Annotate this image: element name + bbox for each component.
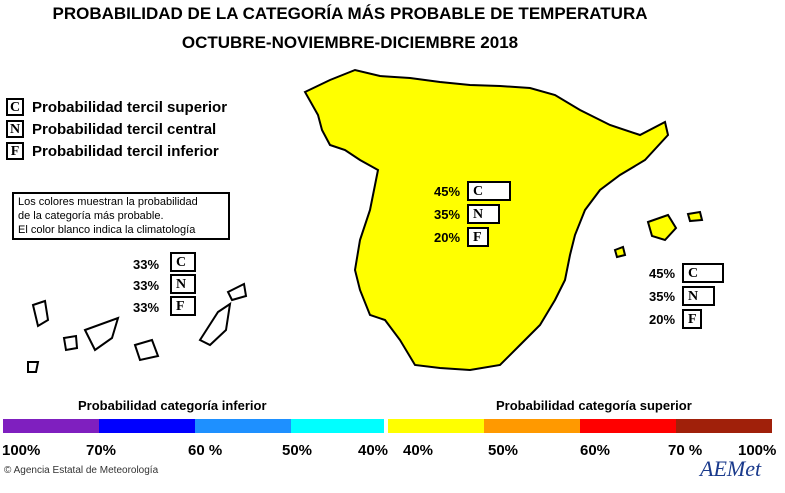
credit-text: Agencia Estatal de Meteorología xyxy=(13,465,159,476)
scale-tick: 50% xyxy=(282,442,313,459)
peninsula-c-box: C xyxy=(467,181,511,201)
scale-tick: 100% xyxy=(738,442,777,459)
scale-seg-superior-60 xyxy=(580,419,676,433)
baleares-c-box: C xyxy=(682,263,724,283)
legend-row-n: N Probabilidad tercil central xyxy=(6,119,216,139)
baleares-n-pct: 35% xyxy=(649,289,676,304)
canarias-f-box: F xyxy=(170,296,196,316)
mallorca-shape xyxy=(646,213,678,242)
canarias-c-box: C xyxy=(170,252,196,272)
canarias-f-pct: 33% xyxy=(133,300,160,315)
scale-tick: 100% xyxy=(2,442,41,459)
legend-letter-box: C xyxy=(6,98,24,116)
scale-tick: 40% xyxy=(358,442,389,459)
color-note: Los colores muestran la probabilidad de … xyxy=(12,192,230,240)
note-line: de la categoría más probable. xyxy=(18,210,164,222)
note-line: El color blanco indica la climatología xyxy=(18,224,196,236)
ibiza-shape xyxy=(613,245,627,259)
canarias-island xyxy=(31,299,50,328)
scale-tick: 70 % xyxy=(668,442,703,459)
canarias-island xyxy=(27,361,40,373)
peninsula-f-pct: 20% xyxy=(434,230,461,245)
copyright-icon: © xyxy=(4,465,12,476)
baleares-c-pct: 45% xyxy=(649,266,676,281)
aemet-logo: AEMet xyxy=(700,456,762,481)
menorca-shape xyxy=(686,210,704,223)
baleares-f-box: F xyxy=(682,309,702,329)
legend-row-f: F Probabilidad tercil inferior xyxy=(6,141,219,161)
peninsula-c-pct: 45% xyxy=(434,184,461,199)
scale-seg-inferior-60 xyxy=(195,419,291,433)
scale-tick: 60 % xyxy=(188,442,223,459)
canarias-c-pct: 33% xyxy=(133,257,160,272)
legend-label: Probabilidad tercil superior xyxy=(32,98,228,116)
legend-label: Probabilidad tercil central xyxy=(32,120,217,138)
scale-tick: 60% xyxy=(580,442,611,459)
scale-seg-superior-70 xyxy=(676,419,772,433)
scale-seg-inferior-70 xyxy=(99,419,195,433)
canarias-n-pct: 33% xyxy=(133,278,160,293)
canarias-island xyxy=(62,334,79,352)
baleares-f-pct: 20% xyxy=(649,312,676,327)
peninsula-n-pct: 35% xyxy=(434,207,461,222)
baleares-n-box: N xyxy=(682,286,715,306)
map-title: PROBABILIDAD DE LA CATEGORÍA MÁS PROBABL… xyxy=(52,4,648,23)
canarias-island xyxy=(226,282,248,302)
scale-superior-label: Probabilidad categoría superior xyxy=(496,398,692,413)
scale-seg-inferior-100 xyxy=(3,419,99,433)
scale-tick: 40% xyxy=(403,442,434,459)
legend-label: Probabilidad tercil inferior xyxy=(32,142,219,160)
canarias-island xyxy=(83,316,120,352)
map-subtitle: OCTUBRE-NOVIEMBRE-DICIEMBRE 2018 xyxy=(181,33,519,52)
legend-row-c: C Probabilidad tercil superior xyxy=(6,97,227,117)
canarias-island xyxy=(133,338,160,362)
scale-seg-superior-50 xyxy=(484,419,580,433)
scale-inferior-label: Probabilidad categoría inferior xyxy=(78,398,267,413)
scale-tick: 70% xyxy=(86,442,117,459)
credit-line: © Agencia Estatal de Meteorología xyxy=(4,465,158,476)
scale-seg-superior-40 xyxy=(388,419,484,433)
note-line: Los colores muestran la probabilidad xyxy=(18,196,198,208)
peninsula-n-box: N xyxy=(467,204,500,224)
canarias-n-box: N xyxy=(170,274,196,294)
scale-seg-inferior-50 xyxy=(291,419,384,433)
peninsula-f-box: F xyxy=(467,227,489,247)
legend-letter-box: F xyxy=(6,142,24,160)
legend-letter-box: N xyxy=(6,120,24,138)
scale-tick: 50% xyxy=(488,442,519,459)
canarias-island xyxy=(198,301,232,347)
